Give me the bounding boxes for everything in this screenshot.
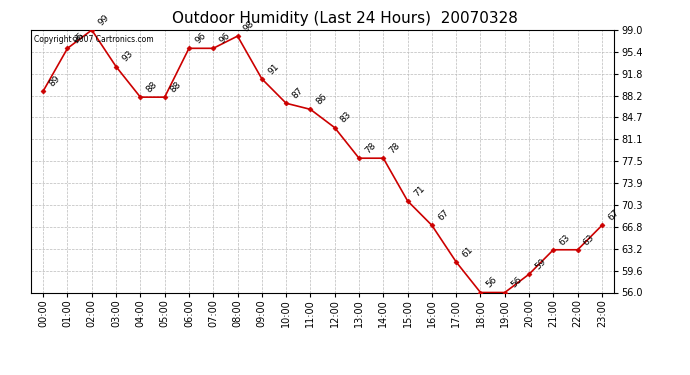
Text: 63: 63 — [582, 232, 596, 247]
Text: 56: 56 — [484, 275, 499, 290]
Text: Outdoor Humidity (Last 24 Hours)  20070328: Outdoor Humidity (Last 24 Hours) 2007032… — [172, 11, 518, 26]
Text: 56: 56 — [509, 275, 524, 290]
Text: 59: 59 — [533, 257, 548, 272]
Text: 63: 63 — [558, 232, 572, 247]
Text: Copyright 2007 Cartronics.com: Copyright 2007 Cartronics.com — [34, 35, 154, 44]
Text: 67: 67 — [436, 208, 451, 223]
Text: 61: 61 — [460, 245, 475, 259]
Text: 99: 99 — [96, 13, 110, 27]
Text: 98: 98 — [241, 19, 256, 33]
Text: 87: 87 — [290, 86, 305, 100]
Text: 67: 67 — [606, 208, 620, 223]
Text: 83: 83 — [339, 110, 353, 125]
Text: 88: 88 — [144, 80, 159, 94]
Text: 96: 96 — [193, 31, 208, 45]
Text: 89: 89 — [48, 74, 62, 88]
Text: 96: 96 — [72, 31, 86, 45]
Text: 86: 86 — [315, 92, 329, 106]
Text: 78: 78 — [388, 141, 402, 155]
Text: 88: 88 — [169, 80, 184, 94]
Text: 96: 96 — [217, 31, 232, 45]
Text: 71: 71 — [412, 184, 426, 198]
Text: 91: 91 — [266, 62, 281, 76]
Text: 93: 93 — [120, 50, 135, 64]
Text: 78: 78 — [363, 141, 377, 155]
